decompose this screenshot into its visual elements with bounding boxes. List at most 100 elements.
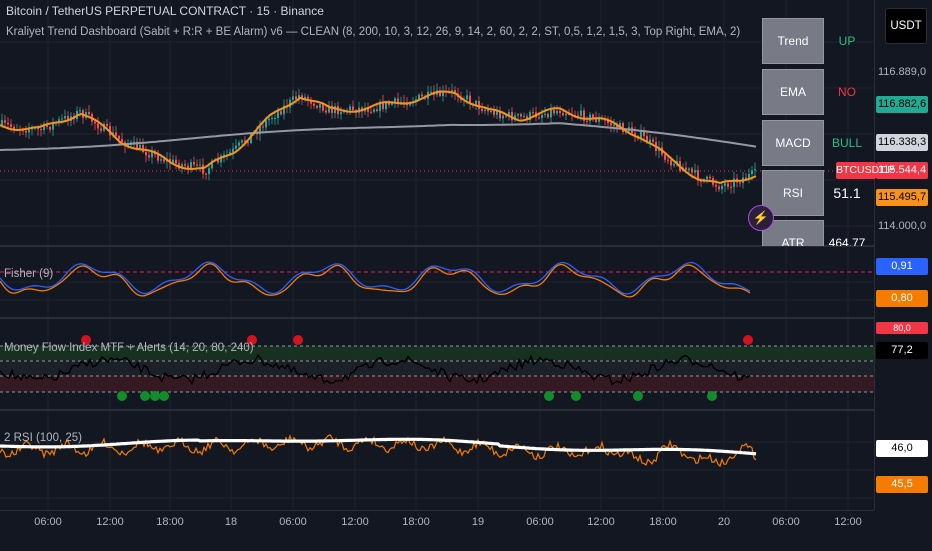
currency-button[interactable]: USDT bbox=[885, 8, 927, 44]
candle-body bbox=[646, 136, 648, 143]
dashboard-label: MACD bbox=[762, 120, 824, 166]
candle-body bbox=[274, 118, 276, 120]
dashboard-row-trend: Trend UP bbox=[762, 18, 870, 64]
candle-body bbox=[241, 140, 243, 143]
candle-body bbox=[718, 186, 720, 190]
price-axis[interactable] bbox=[874, 0, 932, 510]
fisher-label[interactable]: Fisher (9) bbox=[4, 268, 54, 280]
time-label: 18 bbox=[224, 516, 238, 528]
candle-body bbox=[193, 162, 195, 165]
rsi-label[interactable]: 2 RSI (100, 25) bbox=[4, 432, 82, 444]
candle-body bbox=[172, 159, 174, 164]
candle-body bbox=[61, 118, 63, 120]
candle-body bbox=[352, 106, 354, 111]
candle-body bbox=[268, 118, 270, 121]
candle-body bbox=[430, 91, 432, 93]
candle-body bbox=[526, 116, 528, 121]
candle-body bbox=[40, 129, 42, 131]
candle-body bbox=[538, 117, 540, 119]
candle-body bbox=[49, 126, 51, 130]
candle-body bbox=[487, 109, 489, 112]
candle-body bbox=[454, 90, 456, 94]
candle-body bbox=[553, 109, 555, 114]
candle-body bbox=[556, 110, 558, 114]
candle-body bbox=[37, 127, 39, 130]
candle-body bbox=[391, 103, 393, 105]
candle-body bbox=[640, 131, 642, 139]
candle-body bbox=[187, 165, 189, 169]
mfi-value-b: 77,2 bbox=[876, 342, 928, 359]
mfi-overbought-dot bbox=[743, 335, 753, 345]
candle-body bbox=[499, 110, 501, 119]
mfi-oversold-dot bbox=[159, 391, 169, 401]
candle-body bbox=[142, 144, 144, 152]
candle-body bbox=[388, 101, 390, 105]
candle-body bbox=[265, 120, 267, 128]
chart-title[interactable]: Bitcoin / TetherUS PERPETUAL CONTRACT · … bbox=[6, 4, 324, 18]
dashboard-row-macd: MACD BULL bbox=[762, 120, 870, 166]
candle-body bbox=[235, 145, 237, 149]
rsi-value-a: 46,0 bbox=[876, 440, 928, 457]
time-label: 19 bbox=[471, 516, 485, 528]
time-label: 12:00 bbox=[96, 516, 124, 528]
fisher-pane[interactable] bbox=[0, 261, 874, 298]
candle-body bbox=[376, 109, 378, 112]
candle-body bbox=[190, 162, 192, 169]
candle-body bbox=[148, 155, 150, 158]
candle-body bbox=[7, 122, 9, 125]
rsi-value-b: 45,5 bbox=[876, 476, 928, 493]
candle-body bbox=[25, 130, 27, 133]
candle-body bbox=[442, 90, 444, 97]
candle-body bbox=[748, 174, 750, 180]
fisher-line bbox=[0, 261, 751, 295]
candle-body bbox=[502, 115, 504, 119]
candle-body bbox=[58, 119, 60, 123]
lightning-icon[interactable]: ⚡ bbox=[748, 205, 774, 231]
candle-body bbox=[586, 120, 588, 122]
indicator-title[interactable]: Kraliyet Trend Dashboard (Sabit + R:R + … bbox=[6, 26, 741, 38]
candle-body bbox=[211, 160, 213, 169]
candle-body bbox=[466, 95, 468, 100]
candle-body bbox=[511, 111, 513, 121]
candle-body bbox=[619, 123, 621, 128]
candle-body bbox=[739, 182, 741, 184]
ema-slow-line bbox=[0, 122, 757, 151]
candle-body bbox=[700, 180, 702, 182]
candle-body bbox=[724, 183, 726, 186]
candle-body bbox=[52, 122, 54, 130]
mfi-label[interactable]: Money Flow Index MTF + Alerts (14, 20, 8… bbox=[4, 342, 254, 354]
candle-body bbox=[163, 159, 165, 162]
candle-body bbox=[421, 94, 423, 97]
candle-body bbox=[217, 159, 219, 163]
price-pane[interactable] bbox=[0, 83, 874, 194]
candle-body bbox=[727, 183, 729, 187]
candle-body bbox=[532, 112, 534, 114]
candle-body bbox=[94, 121, 96, 124]
candle-body bbox=[250, 133, 252, 144]
rsi-pane[interactable] bbox=[0, 434, 757, 468]
dashboard-value: 464.77 bbox=[828, 236, 866, 246]
candle-body bbox=[409, 103, 411, 106]
candle-body bbox=[331, 105, 333, 114]
candle-body bbox=[13, 126, 15, 130]
candle-body bbox=[523, 116, 525, 118]
candle-body bbox=[379, 101, 381, 112]
candle-body bbox=[673, 164, 675, 166]
dashboard-value: UP bbox=[838, 34, 856, 48]
candle-body bbox=[691, 168, 693, 173]
candle-body bbox=[439, 90, 441, 97]
dashboard-value: BULL bbox=[831, 136, 863, 150]
candle-body bbox=[280, 111, 282, 115]
candle-body bbox=[205, 173, 207, 175]
time-label: 20 bbox=[717, 516, 731, 528]
candle-body bbox=[106, 123, 108, 126]
candle-body bbox=[709, 176, 711, 179]
candle-body bbox=[313, 103, 315, 106]
dashboard-label: Trend bbox=[762, 18, 824, 64]
mfi-oversold-dot bbox=[117, 391, 127, 401]
candle-body bbox=[730, 186, 732, 188]
candle-body bbox=[262, 126, 264, 128]
mfi-pane[interactable] bbox=[0, 335, 874, 401]
time-axis[interactable] bbox=[0, 510, 874, 551]
